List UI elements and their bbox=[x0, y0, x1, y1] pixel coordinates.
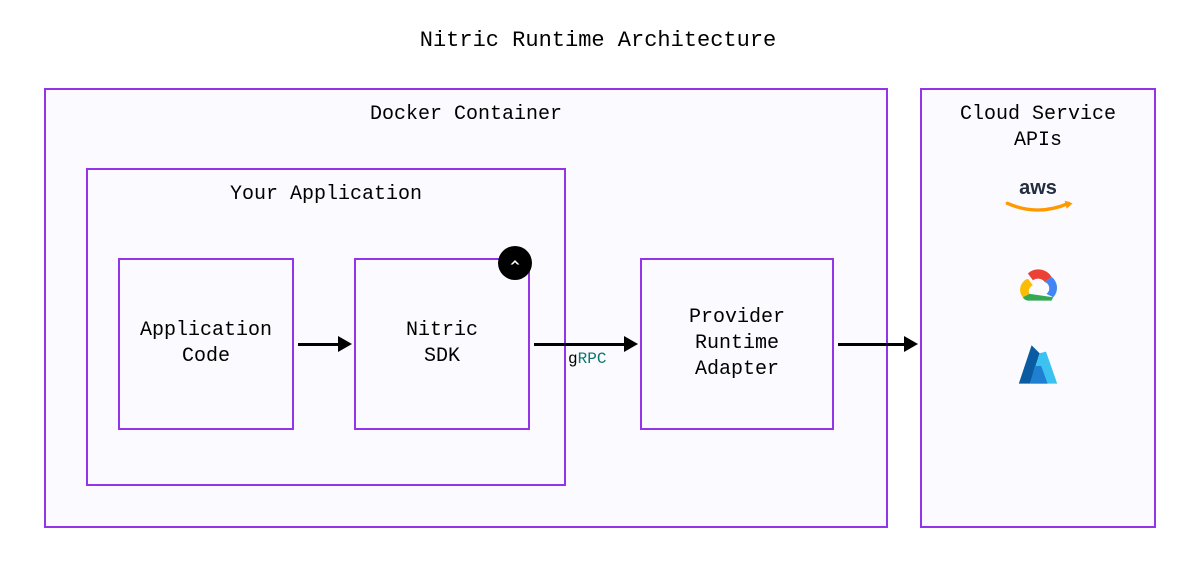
nitric-icon bbox=[498, 246, 532, 280]
docker-container-label: Docker Container bbox=[370, 90, 562, 128]
arrow-sdk-to-adapter bbox=[534, 343, 626, 346]
arrow-appcode-to-sdk bbox=[298, 343, 340, 346]
arrow-adapter-to-cloud bbox=[838, 343, 906, 346]
aws-icon: aws bbox=[998, 174, 1078, 222]
arrow-head-1 bbox=[338, 336, 352, 352]
arrow-head-3 bbox=[904, 336, 918, 352]
application-code-label: Application Code bbox=[140, 318, 272, 370]
nitric-sdk-box: Nitric SDK bbox=[354, 258, 530, 430]
provider-adapter-label: Provider Runtime Adapter bbox=[689, 305, 785, 383]
your-application-label: Your Application bbox=[230, 170, 422, 208]
nitric-sdk-label: Nitric SDK bbox=[406, 318, 478, 370]
arrow-head-2 bbox=[624, 336, 638, 352]
azure-icon bbox=[1012, 342, 1064, 390]
cloud-apis-label: Cloud Service APIs bbox=[960, 90, 1116, 154]
gcp-icon bbox=[1010, 260, 1066, 304]
cloud-apis-box: Cloud Service APIs aws bbox=[920, 88, 1156, 528]
provider-adapter-box: Provider Runtime Adapter bbox=[640, 258, 834, 430]
grpc-label: gRPC bbox=[568, 350, 606, 368]
application-code-box: Application Code bbox=[118, 258, 294, 430]
diagram-title: Nitric Runtime Architecture bbox=[0, 28, 1196, 53]
svg-text:aws: aws bbox=[1019, 177, 1057, 199]
cloud-provider-icons: aws bbox=[998, 174, 1078, 390]
